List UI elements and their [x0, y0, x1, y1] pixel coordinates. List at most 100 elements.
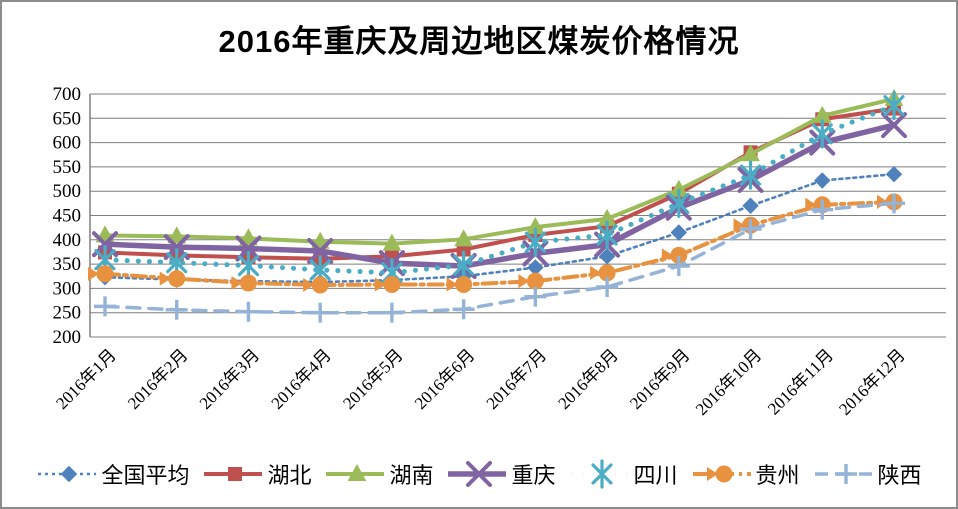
y-axis-tick-label: 650	[53, 108, 82, 129]
series-guizhou-marker	[661, 248, 673, 263]
legend-item-shaanxi: 陕西	[813, 458, 922, 490]
series-shaanxi-marker	[667, 256, 690, 277]
series-shaanxi-line	[103, 201, 896, 315]
legend-key-national-average-marker	[61, 465, 78, 483]
series-sichuan-marker	[739, 160, 762, 190]
series-sichuan-marker	[883, 91, 905, 121]
legend: 全国平均 湖北 湖南 重庆 四川 贵州 陕西	[2, 458, 956, 490]
x-axis-tick-label: 2016年12月	[835, 345, 909, 419]
series-guizhou-marker	[96, 265, 114, 283]
legend-key-guizhou-marker	[715, 465, 733, 483]
series-guizhou-marker	[526, 272, 544, 290]
series-sichuan-marker	[524, 227, 546, 257]
legend-label-guizhou: 贵州	[755, 463, 800, 488]
y-axis-tick-label: 700	[53, 84, 82, 105]
legend-key-shaanxi-marker	[834, 464, 857, 484]
series-guizhou-marker	[311, 276, 329, 294]
series-hunan-marker	[454, 229, 473, 247]
series-guizhou-marker	[239, 274, 257, 292]
legend-key-hubei-marker	[228, 467, 243, 481]
legend-key-sichuan-icon	[570, 459, 629, 489]
series-shaanxi-marker	[165, 299, 188, 320]
series-shaanxi	[94, 193, 905, 323]
series-guizhou-marker	[733, 218, 745, 233]
legend-key-chongqing-icon	[448, 461, 507, 487]
series-sichuan	[94, 91, 905, 288]
series-national-average-marker	[670, 224, 688, 241]
legend-key-chongqing-marker	[466, 461, 493, 487]
legend-key-shaanxi-icon	[814, 464, 873, 484]
legend-item-hunan: 湖南	[324, 458, 433, 490]
series-guizhou-marker	[88, 266, 99, 281]
series-guizhou-marker	[805, 197, 817, 212]
legend-key-hubei-icon	[204, 467, 263, 481]
series-sichuan-marker	[668, 188, 690, 218]
series-sichuan-marker	[811, 119, 833, 149]
legend-key-sichuan-marker	[590, 459, 613, 489]
y-axis-tick-label: 500	[53, 181, 82, 202]
x-axis-tick-label: 2016年4月	[267, 345, 335, 413]
series-chongqing-line	[102, 122, 897, 269]
series-shaanxi-marker	[811, 199, 834, 220]
series-shaanxi-marker	[524, 286, 547, 307]
series-shaanxi-marker	[237, 301, 260, 322]
series-chongqing-marker	[881, 112, 907, 139]
x-axis-tick-label: 2016年8月	[554, 345, 622, 413]
plot-area: 200 250 300 350 400 450 500 550 600 650 700 2016年1月…	[52, 84, 946, 419]
series-guizhou-marker	[231, 276, 243, 291]
series-hunan-marker	[167, 226, 187, 244]
series-sichuan-marker	[237, 250, 260, 281]
series-guizhou-marker	[159, 271, 171, 286]
x-axis-tick-label: 2016年7月	[483, 345, 551, 413]
series-shaanxi-marker	[452, 299, 475, 320]
series-shaanxi-marker	[596, 276, 619, 297]
series-national-average-marker	[598, 248, 616, 265]
x-axis-tick-label: 2016年6月	[411, 345, 479, 413]
series-shaanxi-marker	[883, 193, 905, 214]
series-guizhou-marker	[303, 277, 315, 292]
legend-key-guizhou-icon	[692, 465, 751, 483]
series-hunan-marker	[239, 228, 258, 246]
series-guizhou-marker	[446, 277, 458, 292]
series-shaanxi-marker	[380, 302, 403, 323]
y-axis-tick-label: 550	[53, 157, 82, 178]
legend-key-hunan-icon	[326, 463, 385, 481]
legend-label-hunan: 湖南	[389, 463, 434, 488]
legend-item-sichuan: 四川	[569, 458, 678, 490]
legend-item-guizhou: 贵州	[691, 458, 800, 490]
x-axis-tick-label: 2016年2月	[124, 345, 192, 413]
series-national-average-line	[103, 172, 896, 284]
y-axis-tick-label: 600	[53, 133, 82, 154]
series-national-average	[96, 165, 903, 291]
series-shaanxi-marker	[309, 302, 332, 323]
series-chongqing-marker	[235, 235, 262, 262]
series-guizhou-marker	[168, 270, 186, 288]
x-axis-tick-label: 2016年9月	[626, 345, 694, 413]
x-axis-tick-label: 2016年11月	[764, 345, 837, 418]
series-sichuan-marker	[453, 250, 475, 280]
series-sichuan-marker	[596, 220, 618, 250]
series-national-average-marker	[814, 172, 831, 189]
y-axis-tick-label: 400	[53, 230, 82, 251]
series-chongqing-marker	[307, 237, 334, 264]
chart-title: 2016年重庆及周边地区煤炭价格情况	[218, 24, 740, 59]
y-axis-tick-label: 200	[53, 327, 82, 348]
legend-item-hubei: 湖北	[202, 458, 311, 490]
legend-item-chongqing: 重庆	[446, 458, 556, 490]
legend-label-national-average: 全国平均	[101, 463, 190, 488]
legend-label-hubei: 湖北	[267, 463, 312, 488]
series-guizhou-marker	[598, 264, 616, 282]
series-sichuan-line	[102, 103, 897, 276]
y-axis-tick-label: 300	[53, 278, 82, 299]
series-hubei	[98, 101, 901, 266]
legend-label-sichuan: 四川	[633, 463, 678, 488]
series-national-average-marker	[885, 165, 903, 183]
y-axis-tick-label: 450	[53, 206, 82, 227]
x-axis-tick-label: 2016年3月	[196, 345, 264, 413]
series-guizhou-marker	[383, 276, 401, 294]
series-guizhou-marker	[455, 276, 473, 294]
x-axis-tick-label: 2016年10月	[692, 345, 766, 419]
legend-key-national-average-icon	[38, 465, 97, 483]
legend-key-hunan-marker	[348, 463, 367, 481]
